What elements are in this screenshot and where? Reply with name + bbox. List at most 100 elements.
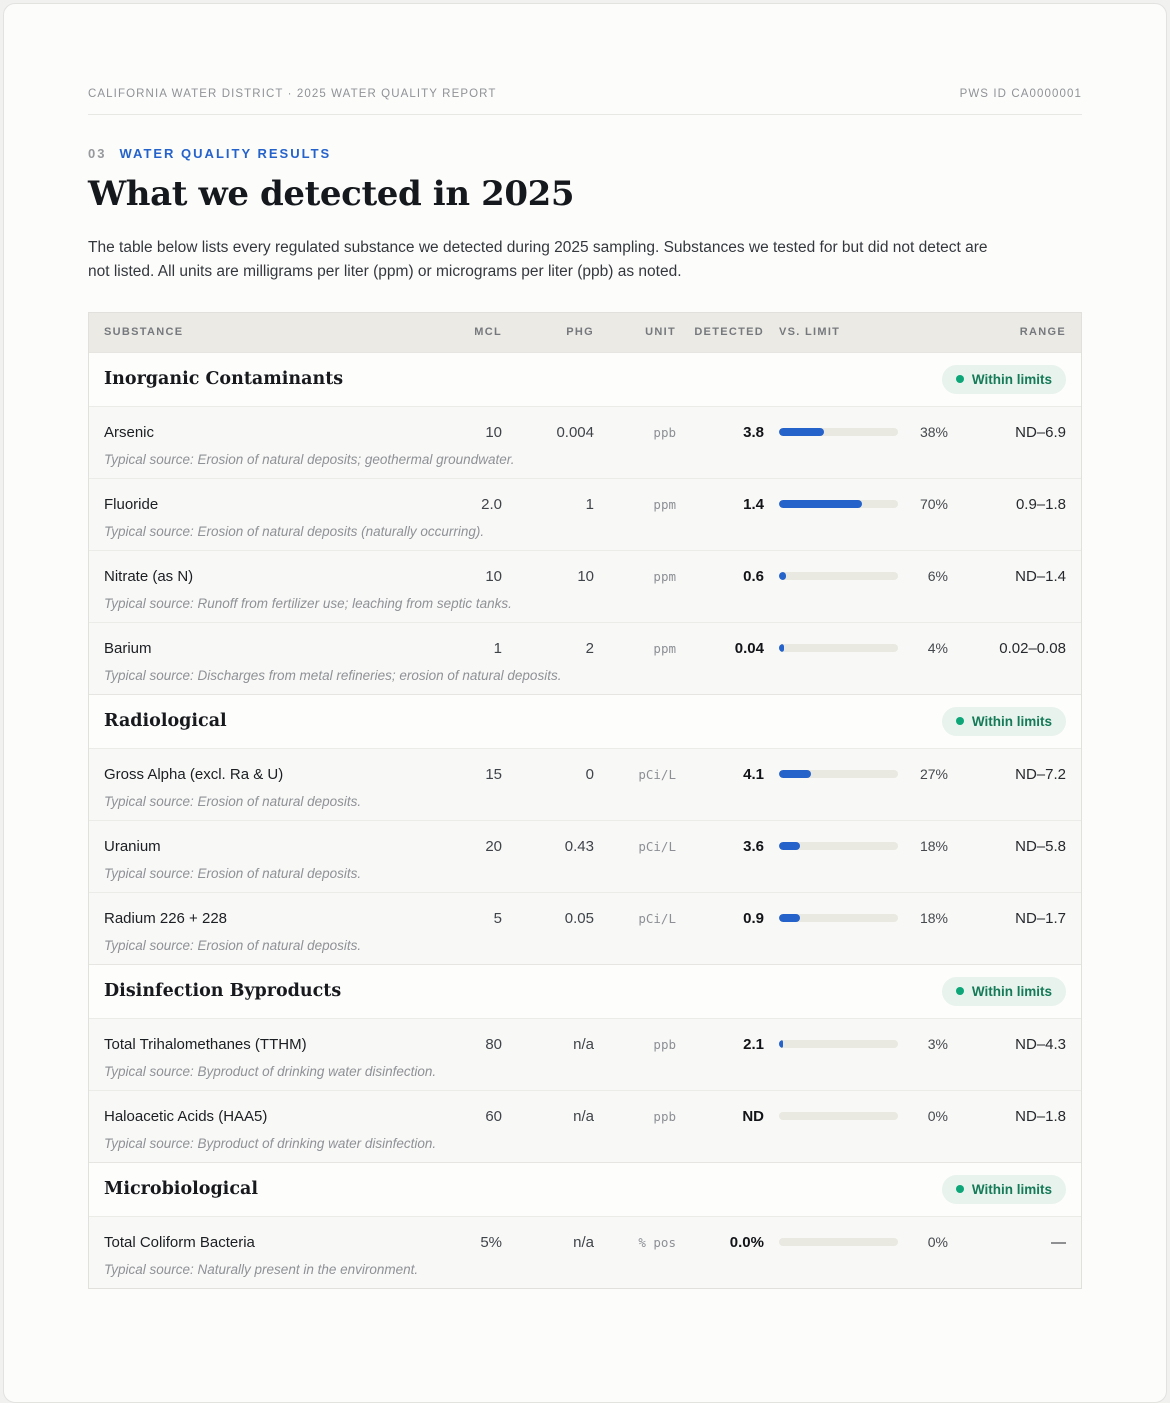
table-row: Uranium 20 0.43 pCi/L 3.6 18% ND–5.8 Typical so… [89, 819, 1081, 892]
phg-value: 2 [585, 639, 594, 657]
table-row: Arsenic 10 0.004 ppb 3.8 38% ND–6.9 Typical sou… [89, 405, 1081, 478]
col-header-phg: PHG [566, 326, 594, 339]
range-value: — [1051, 1233, 1066, 1251]
pct-of-limit: 6% [927, 568, 948, 585]
pct-of-limit: 38% [919, 424, 948, 441]
vs-limit-bar [764, 842, 898, 851]
bar-track [779, 500, 898, 509]
typical-source: Typical source: Erosion of natural depos… [104, 937, 362, 953]
range-value: ND–7.2 [1015, 765, 1066, 783]
col-header-unit: UNIT [645, 326, 676, 339]
report-page: CALIFORNIA WATER DISTRICT · 2025 WATER Q… [3, 3, 1167, 1403]
vs-limit-bar [764, 1238, 898, 1247]
mcl-value: 20 [485, 837, 502, 855]
group-name: Disinfection Byproducts [104, 981, 342, 1002]
group-header-row: Microbiological Within limits [89, 1161, 1081, 1216]
status-badge-label: Within limits [971, 713, 1052, 729]
status-dot-icon [955, 375, 964, 384]
vs-limit-bar [764, 1040, 898, 1049]
table-row: Total Trihalomethanes (TTHM) 80 n/a ppb 2.1 3… [89, 1017, 1081, 1090]
detected-value: 0.6 [743, 567, 764, 585]
unit-value: ppm [653, 640, 676, 656]
phg-value: n/a [573, 1107, 594, 1125]
vs-limit-bar [764, 644, 898, 653]
status-badge: Within limits [941, 1174, 1066, 1204]
typical-source: Typical source: Byproduct of drinking wa… [104, 1063, 437, 1079]
bar-track [779, 428, 898, 437]
mcl-value: 5% [480, 1233, 502, 1251]
col-header-substance: SUBSTANCE [104, 326, 184, 339]
table-row-main: Haloacetic Acids (HAA5) 60 n/a ppb ND 0% ND–1.… [104, 1103, 1066, 1130]
bar-track [779, 842, 898, 851]
unit-value: ppb [653, 1036, 676, 1052]
range-value: ND–1.7 [1015, 909, 1066, 927]
table-row: Total Coliform Bacteria 5% n/a % pos 0.0% 0% —… [89, 1215, 1081, 1288]
pct-of-limit: 0% [927, 1108, 948, 1125]
unit-value: ppm [653, 496, 676, 512]
substance-name: Fluoride [104, 495, 159, 513]
substance-name: Nitrate (as N) [104, 567, 194, 585]
table-row: Nitrate (as N) 10 10 ppm 0.6 6% ND–1.4 Typical … [89, 549, 1081, 622]
bar-track [779, 770, 898, 779]
phg-value: n/a [573, 1035, 594, 1053]
section-eyebrow: 03 WATER QUALITY RESULTS [88, 146, 1082, 161]
bar-track [779, 1040, 898, 1049]
col-header-range: RANGE [1019, 326, 1066, 339]
col-header-mcl: MCL [474, 326, 502, 339]
mcl-value: 1 [493, 639, 502, 657]
table-row-main: Uranium 20 0.43 pCi/L 3.6 18% ND–5.8 [104, 833, 1066, 860]
table-row: Gross Alpha (excl. Ra & U) 15 0 pCi/L 4.1 27%… [89, 747, 1081, 820]
typical-source: Typical source: Erosion of natural depos… [104, 865, 362, 881]
pct-of-limit: 70% [919, 496, 948, 513]
phg-value: 0 [585, 765, 594, 783]
detected-value: 1.4 [743, 495, 764, 513]
bar-fill [779, 644, 784, 653]
range-value: 0.9–1.8 [1015, 495, 1066, 513]
substance-name: Total Coliform Bacteria [104, 1233, 255, 1251]
phg-value: 10 [577, 567, 594, 585]
detected-value: 3.8 [743, 423, 764, 441]
unit-value: ppb [653, 1108, 676, 1124]
phg-value: 0.004 [556, 423, 594, 441]
status-badge: Within limits [941, 706, 1066, 736]
col-header-vs-limit: VS. LIMIT [779, 326, 841, 339]
substance-name: Gross Alpha (excl. Ra & U) [104, 765, 284, 783]
unit-value: % pos [638, 1234, 676, 1250]
mcl-value: 5 [493, 909, 502, 927]
detected-value: 2.1 [743, 1035, 764, 1053]
bar-fill [779, 914, 801, 923]
pct-of-limit: 3% [927, 1036, 948, 1053]
bar-track [779, 1238, 898, 1247]
table-row: Fluoride 2.0 1 ppm 1.4 70% 0.9–1.8 Typical sour… [89, 477, 1081, 550]
typical-source: Typical source: Runoff from fertilizer u… [104, 595, 512, 611]
status-dot-icon [955, 717, 964, 726]
table-row-main: Fluoride 2.0 1 ppm 1.4 70% 0.9–1.8 [104, 491, 1066, 518]
range-value: ND–1.8 [1015, 1107, 1066, 1125]
typical-source: Typical source: Erosion of natural depos… [104, 793, 362, 809]
bar-fill [779, 428, 825, 437]
status-dot-icon [955, 987, 964, 996]
detected-value: 3.6 [743, 837, 764, 855]
table-row-main: Nitrate (as N) 10 10 ppm 0.6 6% ND–1.4 [104, 563, 1066, 590]
range-value: ND–5.8 [1015, 837, 1066, 855]
status-dot-icon [955, 1185, 964, 1194]
table-row-main: Radium 226 + 228 5 0.05 pCi/L 0.9 18% ND–1.7 [104, 905, 1066, 932]
typical-source: Typical source: Erosion of natural depos… [104, 523, 485, 539]
pct-of-limit: 27% [919, 766, 948, 783]
header-divider [88, 114, 1082, 115]
mcl-value: 10 [485, 423, 502, 441]
phg-value: 0.43 [564, 837, 594, 855]
bar-fill [779, 770, 812, 779]
status-badge: Within limits [941, 976, 1066, 1006]
bar-track [779, 572, 898, 581]
bar-fill [779, 1040, 783, 1049]
table-row-main: Arsenic 10 0.004 ppb 3.8 38% ND–6.9 [104, 419, 1066, 446]
vs-limit-bar [764, 1112, 898, 1121]
detected-value: 0.0% [729, 1233, 764, 1251]
unit-value: pCi/L [638, 766, 676, 782]
detected-value: 4.1 [743, 765, 764, 783]
status-badge-label: Within limits [971, 1181, 1052, 1197]
phg-value: 1 [585, 495, 594, 513]
mcl-value: 80 [485, 1035, 502, 1053]
page-title: What we detected in 2025 [88, 174, 575, 214]
